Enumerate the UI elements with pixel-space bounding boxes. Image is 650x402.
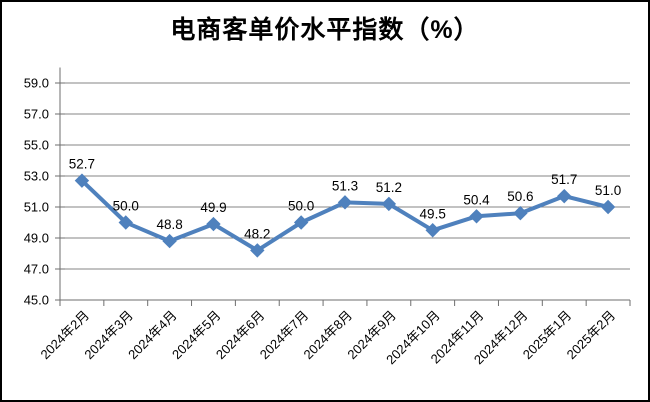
data-point-marker <box>600 199 616 215</box>
data-point-label: 48.8 <box>156 217 182 232</box>
data-point-label: 50.4 <box>463 192 490 207</box>
data-point-marker <box>381 196 397 212</box>
chart-title: 电商客单价水平指数（%） <box>170 16 480 44</box>
data-point-label: 51.7 <box>551 172 577 187</box>
y-axis-tick-label: 57.0 <box>24 107 49 122</box>
data-point-label: 49.9 <box>200 200 226 215</box>
data-point-label: 51.3 <box>332 178 358 193</box>
data-point-marker <box>557 188 572 204</box>
data-point-marker <box>425 223 440 238</box>
data-point-marker <box>469 209 484 224</box>
data-point-marker <box>118 215 133 230</box>
data-point-marker <box>74 173 90 188</box>
y-axis-tick-label: 51.0 <box>24 200 49 215</box>
data-point-label: 52.7 <box>69 157 95 172</box>
y-axis-tick-label: 47.0 <box>24 262 49 277</box>
data-point-marker <box>293 215 309 230</box>
y-axis-tick-label: 45.0 <box>24 293 49 308</box>
data-point-label: 51.2 <box>376 180 402 195</box>
data-point-marker <box>250 243 265 258</box>
data-point-marker <box>337 195 353 210</box>
data-point-label: 48.2 <box>244 226 270 241</box>
data-point-marker <box>513 205 528 221</box>
data-point-marker <box>206 216 221 232</box>
data-point-label: 50.0 <box>113 199 139 214</box>
y-axis-tick-label: 53.0 <box>24 169 49 184</box>
y-axis-tick-label: 55.0 <box>24 138 49 153</box>
data-point-marker <box>162 233 177 249</box>
data-point-label: 50.6 <box>507 189 533 204</box>
y-axis-tick-label: 59.0 <box>24 76 49 91</box>
data-point-label: 51.0 <box>595 183 621 198</box>
data-point-label: 49.5 <box>420 206 446 221</box>
y-axis-tick-label: 49.0 <box>24 231 49 246</box>
data-point-label: 50.0 <box>288 199 314 214</box>
